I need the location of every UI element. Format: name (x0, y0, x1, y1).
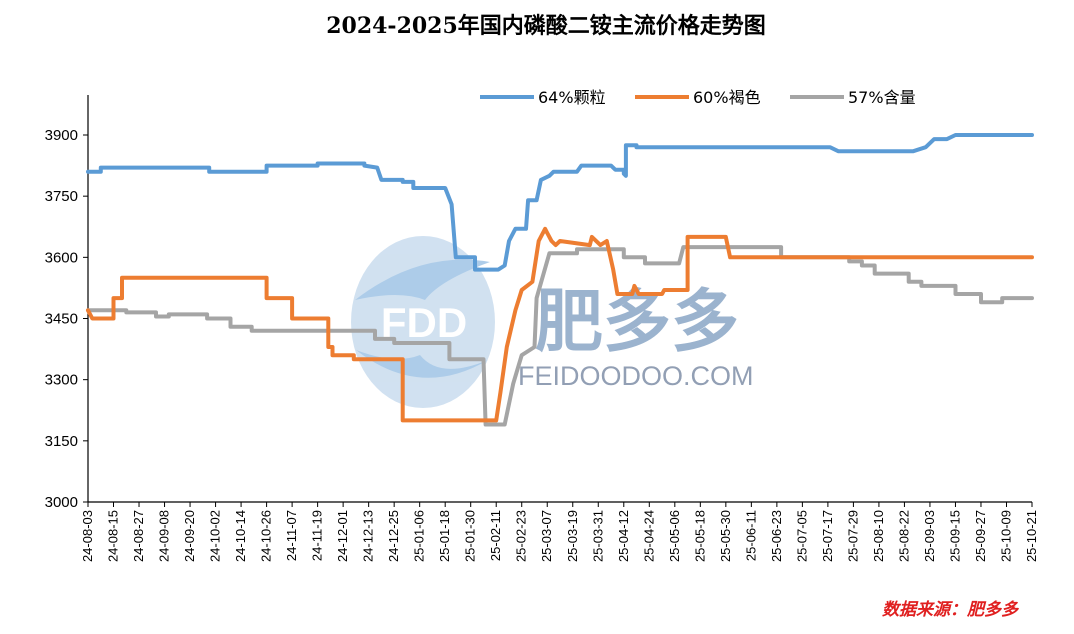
y-tick-label: 3150 (45, 433, 78, 450)
x-tick-label: 25-08-10 (871, 510, 886, 562)
x-tick-label: 25-05-06 (667, 510, 682, 562)
x-tick-label: 24-09-08 (157, 510, 172, 562)
y-tick-label: 3300 (45, 372, 78, 389)
x-tick-label: 25-09-15 (947, 510, 962, 562)
chart-title: 2024-2025年国内磷酸二铵主流价格走势图 (326, 13, 766, 39)
watermark-brand: 肥多多 (535, 283, 739, 362)
x-tick-label: 24-12-25 (386, 510, 401, 562)
y-axis-ticks: 3000 3150 3300 3450 3600 3750 3900 (45, 127, 88, 511)
x-tick-label: 25-07-05 (794, 510, 809, 562)
x-tick-label: 24-08-27 (131, 510, 146, 562)
y-tick-label: 3600 (45, 249, 78, 266)
watermark: FDD 肥多多 FEIDOODOO.COM (351, 236, 754, 408)
x-axis-ticks: 24-08-03 24-08-15 24-08-27 24-09-08 24-09-20… (80, 502, 1039, 562)
x-tick-label: 25-05-30 (718, 510, 733, 562)
x-tick-label: 25-02-23 (514, 510, 529, 562)
x-tick-label: 24-10-14 (233, 510, 248, 562)
x-tick-label: 24-12-01 (335, 510, 350, 562)
x-tick-label: 25-03-31 (590, 510, 605, 562)
x-tick-label: 24-08-03 (80, 510, 95, 562)
series-line (86, 133, 1034, 272)
x-tick-label: 24-11-07 (284, 510, 299, 561)
x-tick-label: 25-02-11 (488, 510, 503, 561)
source-note: 数据来源：肥多多 (882, 600, 1020, 620)
x-tick-label: 25-09-03 (922, 510, 937, 562)
series-group (86, 133, 1034, 427)
legend: 64%颗粒 60%褐色 57%含量 (480, 88, 916, 107)
watermark-leaf-bottom (356, 350, 488, 378)
y-tick-label: 3450 (45, 311, 78, 328)
x-tick-label: 25-06-23 (769, 510, 784, 562)
y-tick-label: 3000 (45, 494, 78, 511)
x-tick-label: 25-08-22 (896, 510, 911, 562)
x-tick-label: 24-11-19 (310, 510, 325, 561)
series-line (86, 245, 1034, 427)
y-tick-label: 3900 (45, 127, 78, 144)
legend-label: 57%含量 (848, 88, 916, 107)
x-tick-label: 25-03-07 (539, 510, 554, 562)
x-tick-label: 25-07-29 (845, 510, 860, 562)
x-tick-label: 25-04-12 (616, 510, 631, 562)
watermark-leaf-top (355, 259, 490, 300)
x-tick-label: 25-01-30 (463, 510, 478, 562)
x-tick-label: 24-08-15 (106, 510, 121, 562)
x-tick-label: 25-10-21 (1024, 510, 1039, 562)
x-tick-label: 24-09-20 (182, 510, 197, 562)
x-tick-label: 24-10-02 (208, 510, 223, 562)
series-line (86, 226, 1034, 423)
x-tick-label: 25-09-27 (973, 510, 988, 562)
watermark-url: FEIDOODOO.COM (518, 361, 754, 391)
x-tick-label: 25-03-19 (565, 510, 580, 562)
x-tick-label: 25-06-11 (743, 510, 758, 561)
x-tick-label: 25-01-06 (412, 510, 427, 562)
x-tick-label: 25-07-17 (820, 510, 835, 562)
x-tick-label: 24-10-26 (259, 510, 274, 562)
x-tick-label: 25-10-09 (998, 510, 1013, 562)
legend-label: 64%颗粒 (538, 88, 606, 107)
y-tick-label: 3750 (45, 188, 78, 205)
legend-label: 60%褐色 (693, 88, 761, 107)
x-tick-label: 24-12-13 (361, 510, 376, 562)
x-tick-label: 25-04-24 (641, 510, 656, 562)
x-tick-label: 25-05-18 (692, 510, 707, 562)
x-tick-label: 25-01-18 (437, 510, 452, 562)
